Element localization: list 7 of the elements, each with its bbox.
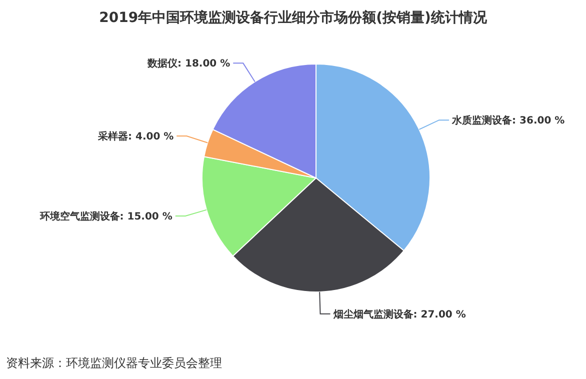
slice-label: 水质监测设备: 36.00 % (451, 114, 565, 127)
slice-label: 数据仪: 18.00 % (146, 58, 230, 70)
slice-label: 采样器: 4.00 % (97, 130, 174, 142)
slice-label: 环境空气监测设备: 15.00 % (38, 210, 172, 222)
chart-title: 2019年中国环境监测设备行业细分市场份额(按销量)统计情况 (99, 9, 488, 26)
slice-label: 烟尘烟气监测设备: 27.00 % (332, 308, 466, 320)
text: 资料来源：环境监测仪器专业委员会整理 (6, 356, 222, 370)
